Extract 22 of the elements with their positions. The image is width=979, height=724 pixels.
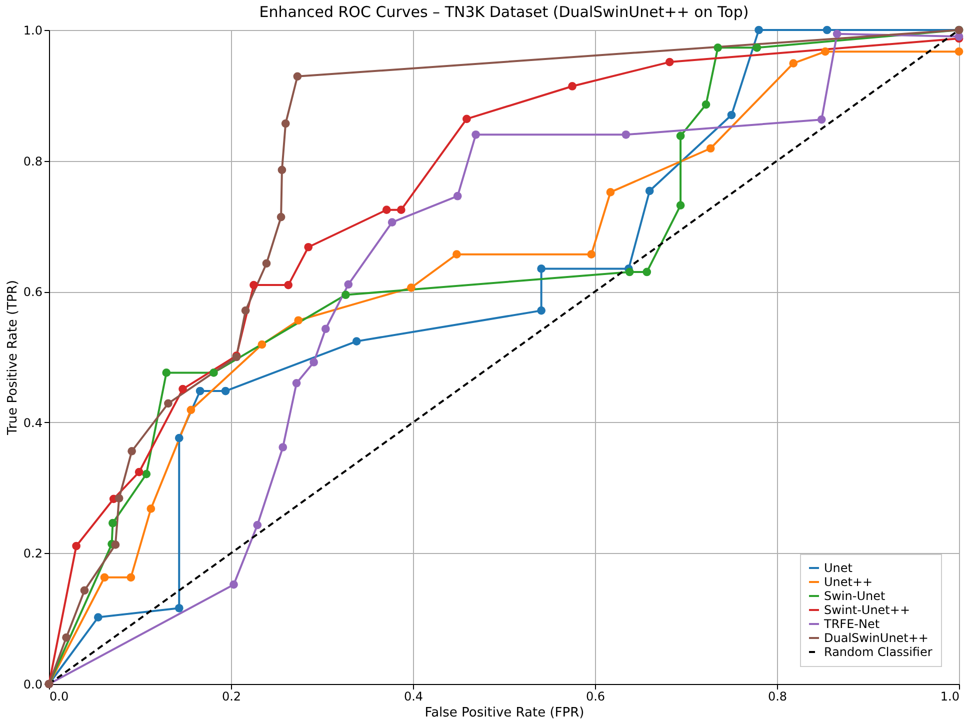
legend-label: TRFE-Net	[823, 617, 880, 631]
y-tick-label: 0.8	[23, 154, 42, 168]
x-tick-label: 0.6	[586, 690, 606, 704]
y-axis-title: True Positive Rate (TPR)	[5, 280, 20, 436]
x-tick-label: 0.2	[222, 690, 242, 704]
y-tick-label: 0.4	[23, 416, 42, 430]
x-tick-label: 0.8	[768, 690, 788, 704]
x-tick-label: 1.0	[940, 690, 960, 704]
x-axis-title: False Positive Rate (FPR)	[424, 706, 584, 720]
legend-label: DualSwinUnet++	[824, 631, 928, 645]
x-tick-label: 0.4	[404, 690, 424, 704]
y-tick-label: 0.0	[23, 678, 42, 692]
legend-label: Random Classifier	[824, 645, 932, 659]
legend-label: Unet++	[824, 575, 873, 589]
y-tick-label: 0.2	[23, 546, 42, 561]
legend-label: Swint-Unet++	[824, 603, 910, 617]
legend-label: Swin-Unet	[824, 589, 886, 603]
y-tick-label: 1.0	[23, 24, 42, 38]
legend-label: Unet	[824, 561, 853, 575]
y-tick-label: 0.6	[23, 285, 42, 300]
x-tick-label: 0.0	[50, 690, 69, 704]
chart-title: Enhanced ROC Curves – TN3K Dataset (DualSwinUnet++ on Top)	[259, 3, 749, 21]
